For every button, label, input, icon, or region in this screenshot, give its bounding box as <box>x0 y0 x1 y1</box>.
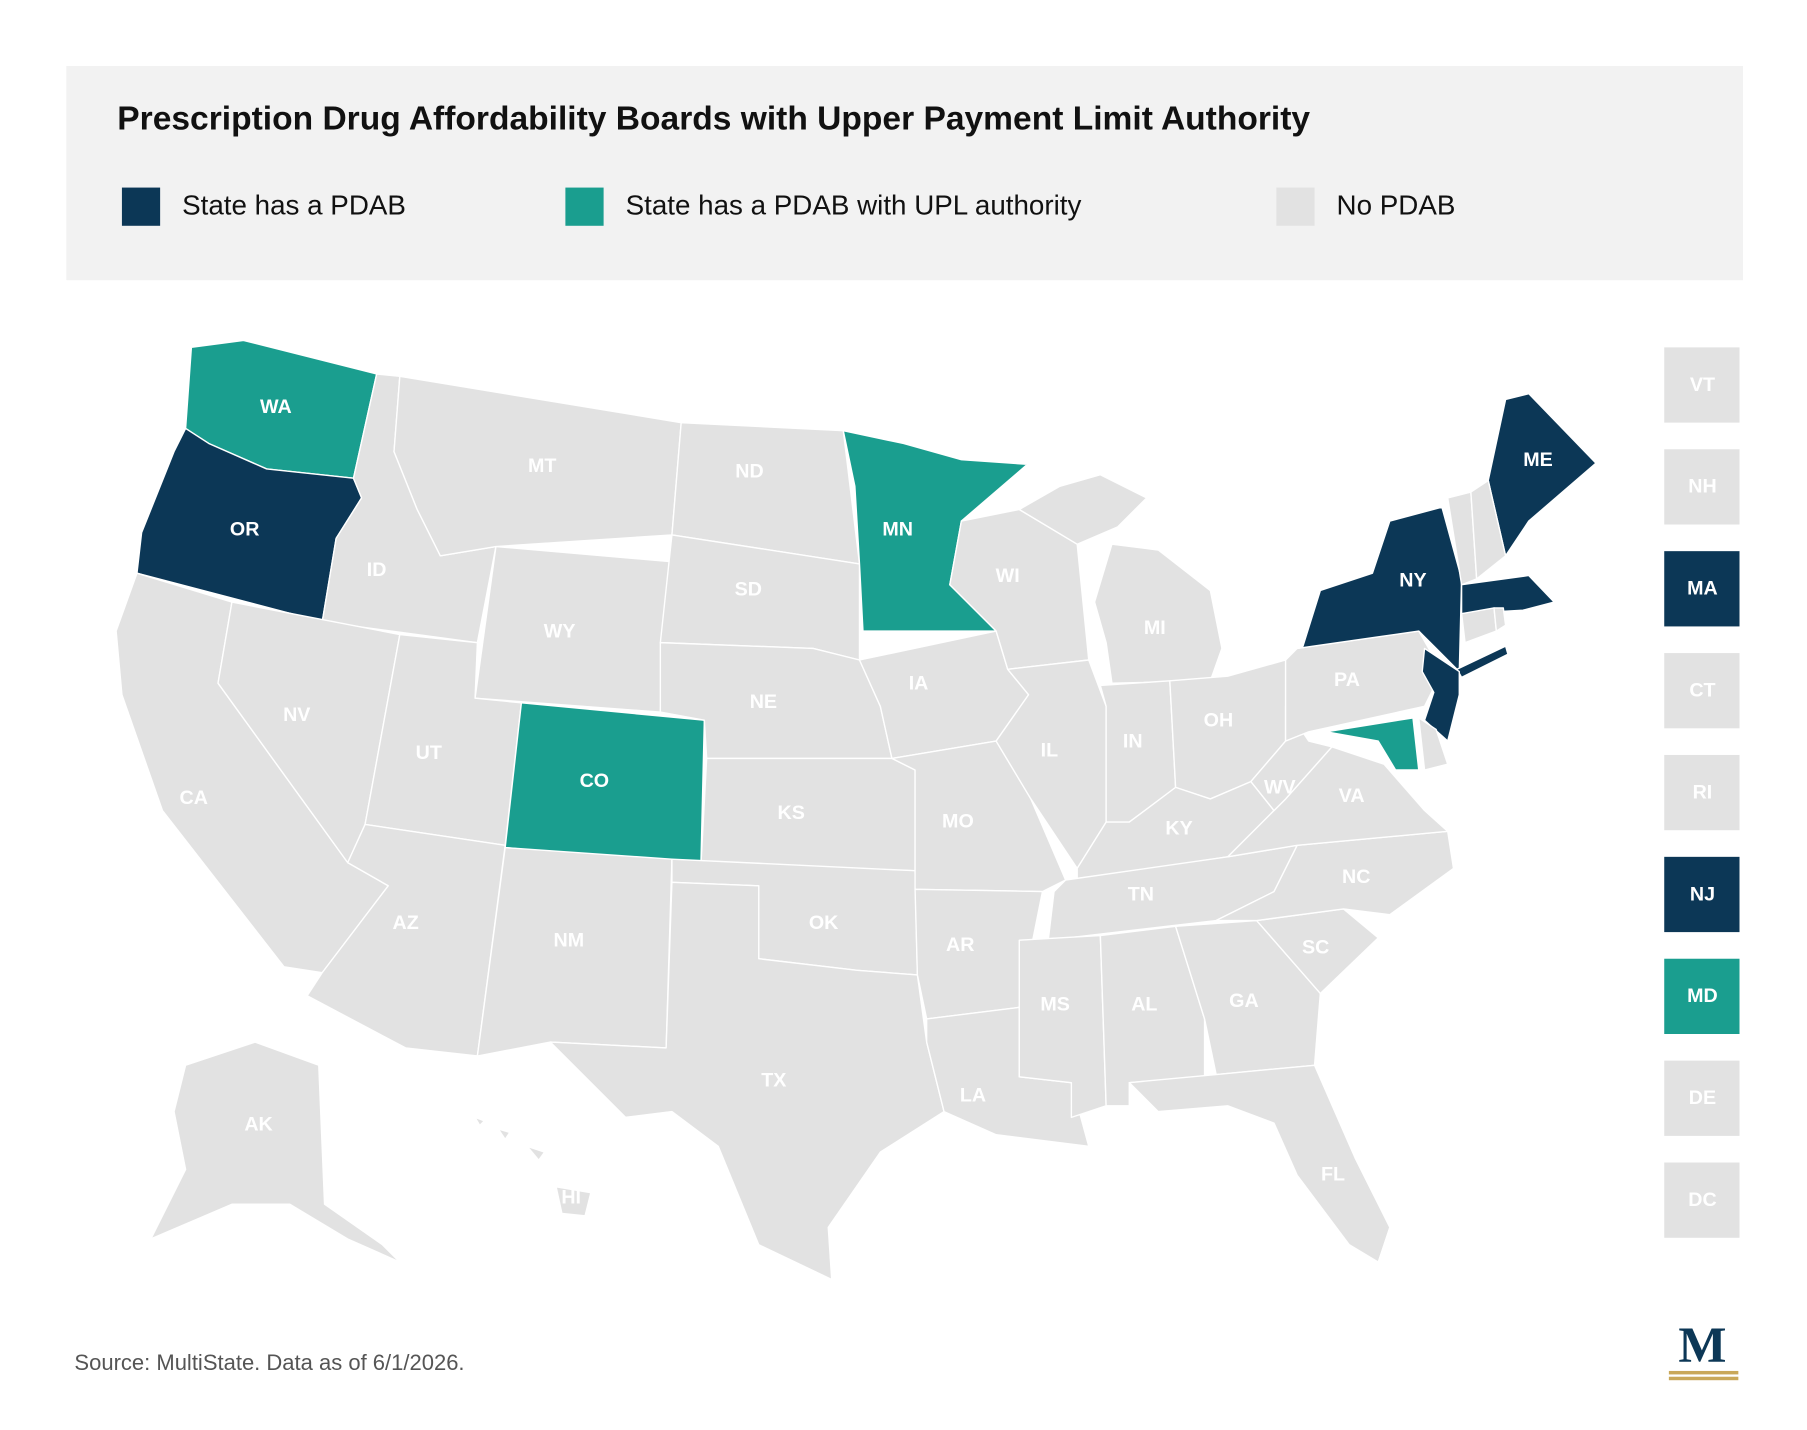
state-box <box>1664 856 1740 933</box>
state-label: NC <box>1342 866 1370 888</box>
state-label: KS <box>778 802 805 824</box>
logo-bar <box>1668 1370 1739 1375</box>
state-shape <box>476 846 673 1057</box>
state-box <box>1664 449 1740 525</box>
logo-bar <box>1668 1376 1739 1381</box>
state-label: WI <box>996 565 1020 587</box>
state-shape <box>1460 607 1498 644</box>
state-label: UT <box>416 742 442 764</box>
state-shape <box>1018 474 1148 545</box>
state-label: WY <box>544 620 576 642</box>
state-box-label: MD <box>1687 985 1718 1007</box>
source-note: Source: MultiState. Data as of 6/1/2026. <box>74 1350 464 1375</box>
state-box <box>1664 1162 1740 1238</box>
state-label: AZ <box>392 912 418 934</box>
legend-label: No PDAB <box>1337 190 1456 221</box>
state-label: MO <box>942 810 974 832</box>
state-label: IL <box>1041 740 1058 762</box>
title: Prescription Drug Affordability Boards w… <box>117 100 1310 137</box>
legend-swatch <box>565 187 604 226</box>
state-box-label: DC <box>1688 1189 1716 1211</box>
state-label: ND <box>735 461 763 483</box>
state-box-label: DE <box>1689 1087 1716 1109</box>
state-label: NV <box>283 704 310 726</box>
state-label: MN <box>882 519 913 541</box>
state-shape <box>1325 717 1420 771</box>
state-shape <box>526 1145 546 1161</box>
state-label: IN <box>1123 730 1143 752</box>
state-label: ID <box>367 559 387 581</box>
state-shape <box>1284 630 1443 742</box>
state-shape <box>1493 607 1507 632</box>
legend-label: State has a PDAB <box>182 190 406 221</box>
state-label: CA <box>179 787 207 809</box>
state-label: LA <box>960 1085 986 1107</box>
state-shape <box>1470 479 1507 580</box>
state-shape <box>150 1041 401 1263</box>
state-label: SC <box>1302 937 1329 959</box>
state-shape <box>549 881 945 1281</box>
state-label: NM <box>554 930 585 952</box>
state-label: FL <box>1321 1163 1345 1185</box>
state-shape <box>1215 830 1455 922</box>
state-label: NE <box>750 691 777 713</box>
state-label: OR <box>230 519 260 541</box>
state-shape <box>555 1186 592 1217</box>
state-box-label: NH <box>1688 476 1716 498</box>
state-box-label: NJ <box>1690 883 1715 905</box>
state-box-label: VT <box>1690 374 1715 396</box>
state-label: ME <box>1523 449 1553 471</box>
state-label: MI <box>1144 617 1166 639</box>
state-box <box>1664 958 1740 1034</box>
state-label: AR <box>946 934 974 956</box>
state-label: SD <box>735 579 762 601</box>
state-label: AK <box>244 1114 273 1136</box>
state-label: PA <box>1334 669 1360 691</box>
state-label: AL <box>1131 993 1157 1015</box>
state-label: WV <box>1264 777 1296 799</box>
state-box-label: MA <box>1687 578 1718 600</box>
state-box-label: CT <box>1689 679 1715 701</box>
state-box <box>1664 653 1740 729</box>
small-state-boxes: VT NH MA CT RI NJ MD DE DC <box>1664 347 1740 1238</box>
state-shape <box>700 757 916 872</box>
state-label: IA <box>909 673 929 695</box>
state-box <box>1664 754 1740 831</box>
state-box-label: RI <box>1693 781 1713 803</box>
state-shape <box>1418 717 1449 771</box>
legend: State has a PDAB State has a PDAB with UP… <box>121 187 1456 226</box>
state-label: VA <box>1339 785 1365 807</box>
state-shape <box>497 1128 511 1141</box>
us-map: WA OR CA ID NV MT WY UT AZ CO NM ND SD NE KS OK TX MN IA MO… <box>115 339 1597 1281</box>
state-shape <box>1460 574 1555 615</box>
logo: M <box>1678 1318 1726 1374</box>
state-label: TX <box>761 1070 786 1092</box>
state-label: GA <box>1229 990 1259 1012</box>
state-shape <box>474 1116 486 1127</box>
state-shape <box>1093 543 1223 684</box>
state-label: MT <box>528 455 556 477</box>
header-panel <box>66 66 1743 281</box>
state-label: KY <box>1165 817 1192 839</box>
state-label: WA <box>260 396 292 418</box>
legend-swatch <box>121 187 161 226</box>
state-label: HI <box>561 1187 581 1209</box>
state-label: NY <box>1399 569 1426 591</box>
state-label: TN <box>1128 883 1154 905</box>
state-shape <box>1456 645 1509 679</box>
state-shape <box>1128 1064 1391 1263</box>
state-label: OK <box>809 912 839 934</box>
legend-label: State has a PDAB with UPL authority <box>626 190 1082 221</box>
state-label: MS <box>1040 993 1070 1015</box>
state-box <box>1664 551 1740 627</box>
state-label: CO <box>580 770 610 792</box>
state-shape <box>1487 392 1597 557</box>
state-label: OH <box>1204 710 1234 732</box>
state-box <box>1664 347 1740 423</box>
legend-swatch <box>1276 187 1315 226</box>
state-box <box>1664 1060 1740 1136</box>
